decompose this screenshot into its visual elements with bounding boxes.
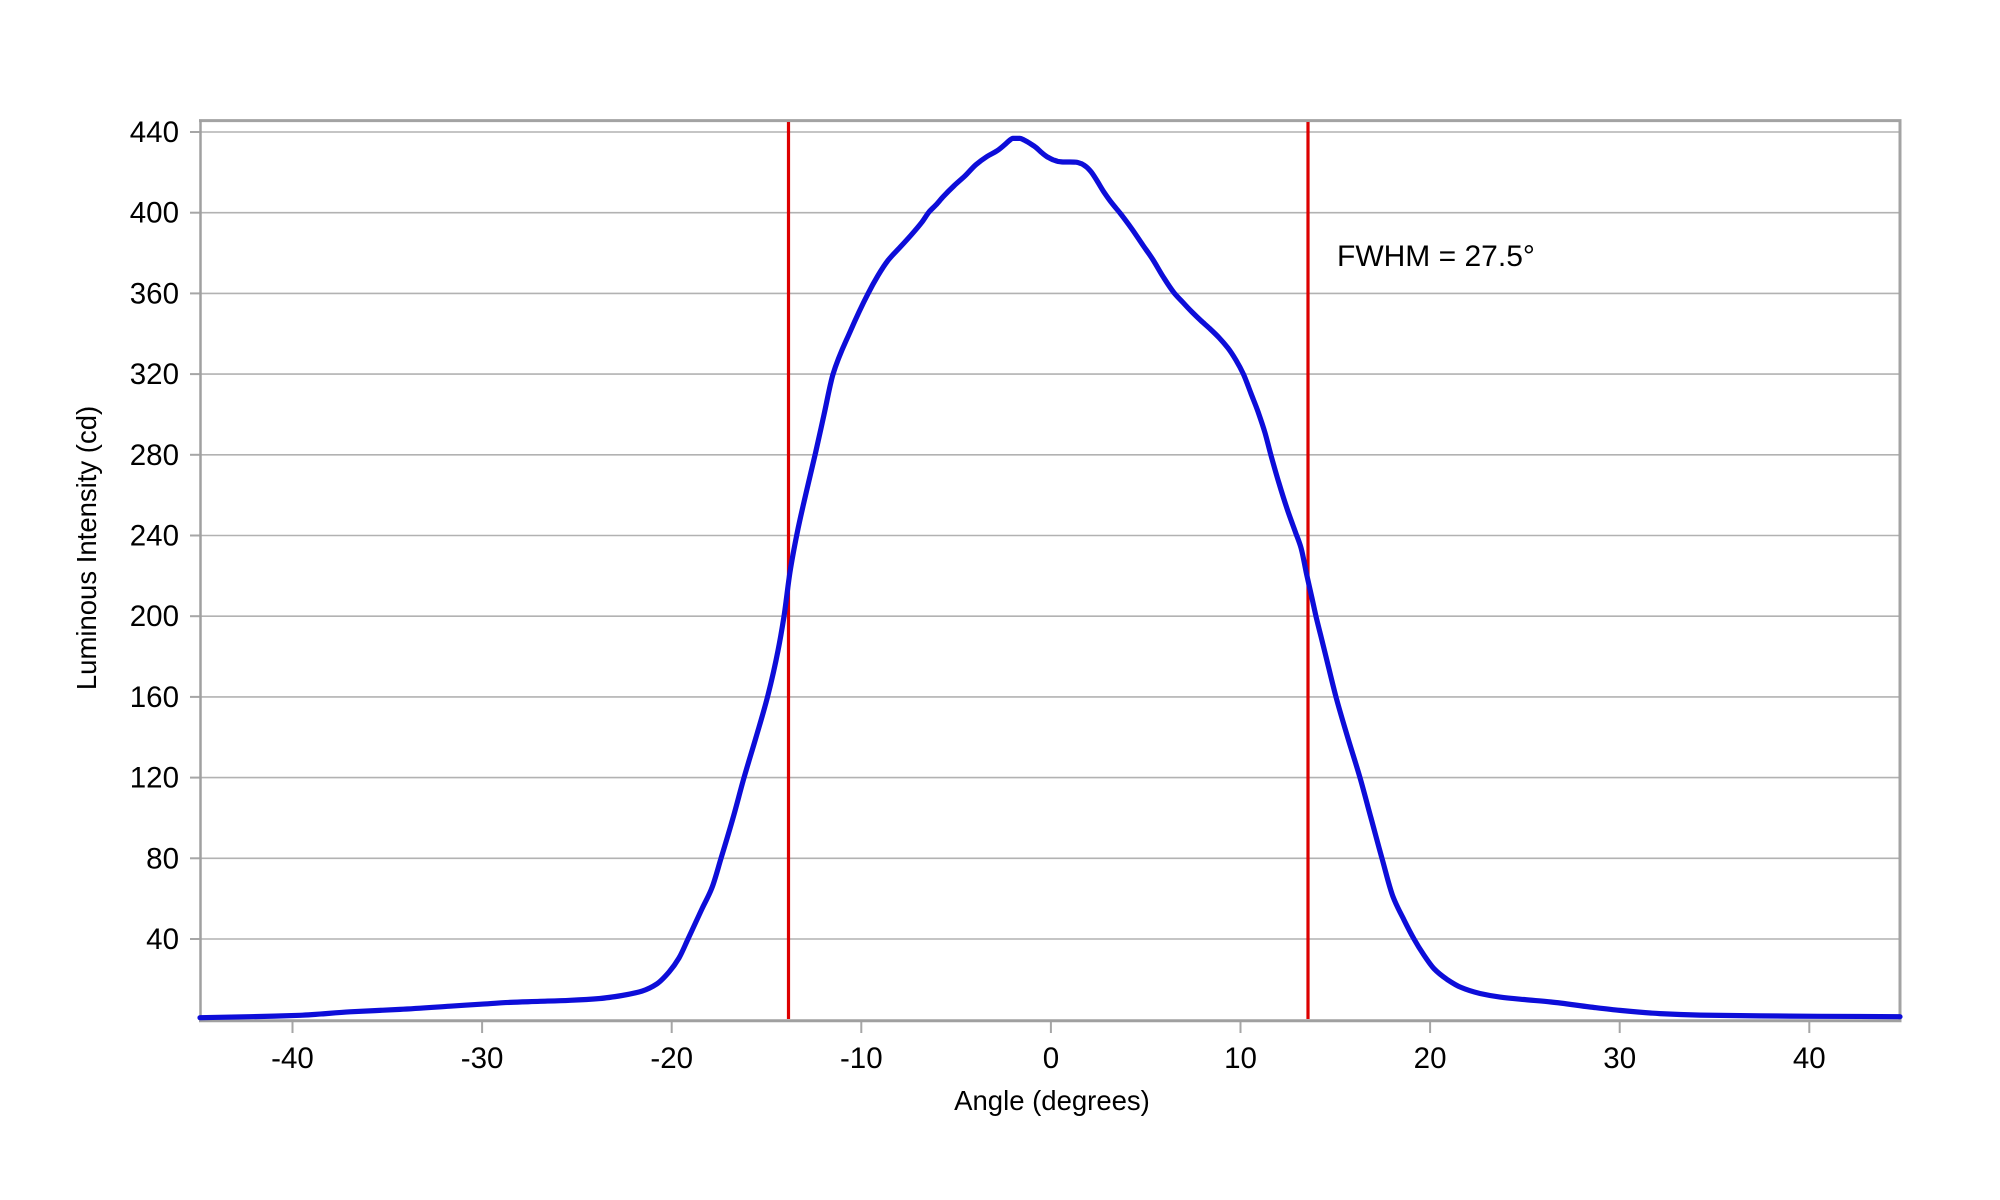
svg-text:10: 10 — [1224, 1042, 1257, 1075]
svg-text:Luminous Intensity (cd): Luminous Intensity (cd) — [71, 406, 102, 690]
svg-text:440: 440 — [130, 116, 179, 149]
svg-text:Angle (degrees): Angle (degrees) — [954, 1085, 1150, 1116]
svg-text:280: 280 — [130, 439, 179, 472]
svg-text:0: 0 — [1043, 1042, 1059, 1075]
svg-text:-40: -40 — [271, 1042, 314, 1075]
svg-text:80: 80 — [146, 842, 179, 875]
svg-text:-10: -10 — [840, 1042, 883, 1075]
svg-text:160: 160 — [130, 681, 179, 714]
svg-text:40: 40 — [146, 923, 179, 956]
svg-text:360: 360 — [130, 277, 179, 310]
svg-text:240: 240 — [130, 520, 179, 553]
svg-text:120: 120 — [130, 762, 179, 795]
svg-text:30: 30 — [1603, 1042, 1636, 1075]
svg-text:FWHM = 27.5°: FWHM = 27.5° — [1337, 240, 1535, 273]
svg-text:20: 20 — [1414, 1042, 1447, 1075]
svg-text:200: 200 — [130, 600, 179, 633]
svg-text:40: 40 — [1793, 1042, 1826, 1075]
svg-text:320: 320 — [130, 358, 179, 391]
svg-text:-30: -30 — [461, 1042, 504, 1075]
svg-text:400: 400 — [130, 197, 179, 230]
svg-text:-20: -20 — [650, 1042, 693, 1075]
